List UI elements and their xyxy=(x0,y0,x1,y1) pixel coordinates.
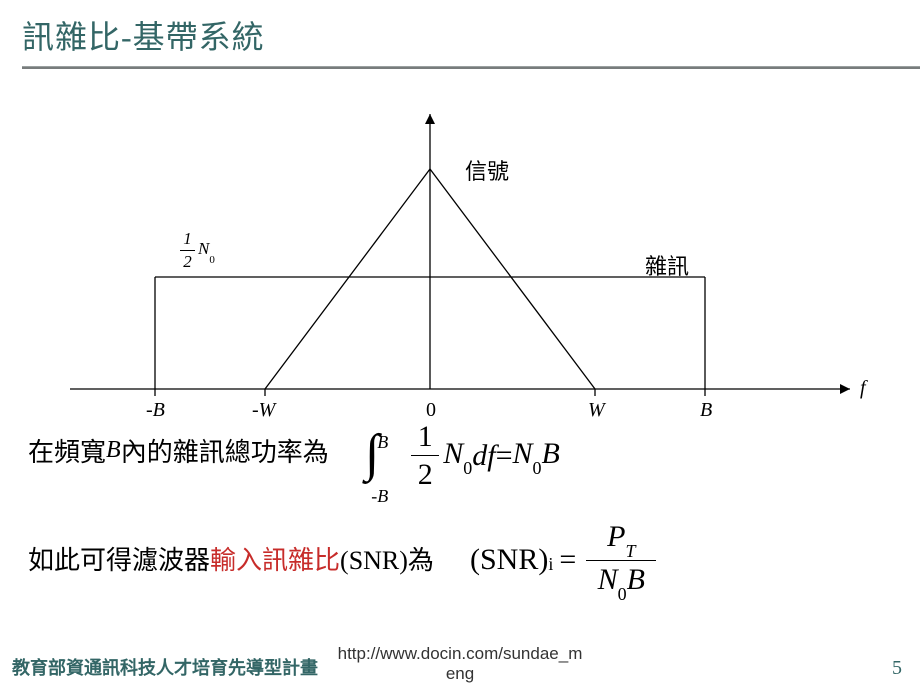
tick-Wpos: W xyxy=(588,399,605,422)
int-lower: -B xyxy=(371,486,388,507)
half-numer: 1 xyxy=(183,229,192,249)
noise-power-equation: ∫ B -B 1 2 N0 df = N0B xyxy=(365,420,560,491)
snr-Nsub: 0 xyxy=(618,584,627,604)
line2-b: (SNR)為 xyxy=(340,546,434,575)
axis-f: f xyxy=(860,377,866,400)
snr-Psub: T xyxy=(625,541,635,561)
line2-a: 如此可得濾波器 xyxy=(28,546,210,575)
snr-N: N xyxy=(598,563,618,596)
snr-lhs: (SNR) xyxy=(470,543,548,577)
n-sym: N xyxy=(198,239,209,258)
tick-Bneg: -B xyxy=(146,399,165,422)
title-underline xyxy=(22,66,920,69)
frac-den: 2 xyxy=(418,458,433,491)
line2-red: 輸入訊雜比 xyxy=(210,546,340,575)
noise-level-label: 1 2 N0 xyxy=(180,229,215,272)
snr-text: 如此可得濾波器輸入訊雜比(SNR)為 xyxy=(28,540,434,577)
footer-url-2: eng xyxy=(446,664,474,683)
tick-Bpos: B xyxy=(700,399,712,422)
snr-equation: (SNR)i = PT N0B xyxy=(470,520,660,601)
eq1-eq: = xyxy=(496,439,513,473)
frac-num: 1 xyxy=(418,420,433,453)
page-number: 5 xyxy=(892,657,902,680)
n-sub: 0 xyxy=(209,254,215,266)
eq1-Nsub: 0 xyxy=(463,458,472,478)
noise-power-text: 在頻寬B內的雜訊總功率為 xyxy=(28,432,329,469)
eq1-rhsNsub: 0 xyxy=(533,458,542,478)
eq1-df: df xyxy=(472,439,495,473)
snr-eq: = xyxy=(559,543,576,577)
footer-url-1: http://www.docin.com/sundae_m xyxy=(338,644,583,663)
eq1-rhsN: N xyxy=(513,437,533,470)
spectrum-diagram: 信號 雜訊 1 2 N0 -B -W 0 W B f xyxy=(40,99,880,419)
title-area: 訊雜比-基帶系統 xyxy=(0,0,920,69)
line1-B: B xyxy=(106,437,121,464)
diagram-svg xyxy=(40,99,880,419)
tick-Wneg: -W xyxy=(252,399,275,422)
tick-zero: 0 xyxy=(426,399,436,422)
line1-suffix: 內的雜訊總功率為 xyxy=(121,432,329,469)
signal-label: 信號 xyxy=(465,154,509,186)
eq1-N: N xyxy=(443,437,463,470)
snr-P: P xyxy=(607,520,625,553)
snr-B: B xyxy=(627,563,645,596)
line1-prefix: 在頻寬 xyxy=(28,432,106,469)
int-upper: B xyxy=(377,432,388,453)
noise-label: 雜訊 xyxy=(645,249,689,281)
half-denom: 2 xyxy=(183,252,192,272)
snr-lhs-sub: i xyxy=(548,554,553,575)
slide-title: 訊雜比-基帶系統 xyxy=(22,12,920,58)
footer-url: http://www.docin.com/sundae_m eng xyxy=(0,644,920,684)
eq1-rhsB: B xyxy=(542,437,560,470)
